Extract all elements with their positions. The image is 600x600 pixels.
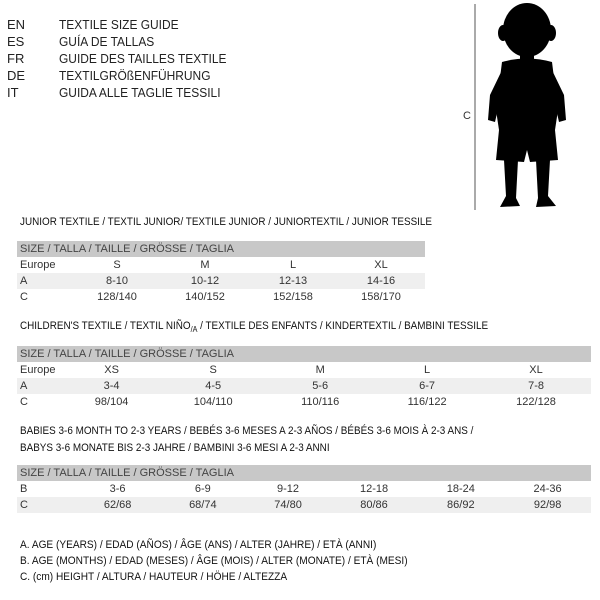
table-cell: M [315, 364, 325, 376]
table-row: Europe XS S M L XL [17, 362, 591, 378]
table-cell: M [200, 259, 210, 271]
language-code: FR [7, 51, 25, 66]
table-cell: 4-5 [159, 378, 268, 394]
table-cell: XS [104, 364, 119, 376]
babies-title-2: BABYS 3-6 MONATE BIS 2-3 JAHRE / BAMBINI… [20, 442, 330, 454]
table-cell: A [17, 378, 64, 394]
table-cell: 104/110 [193, 396, 233, 408]
table-cell: A [17, 273, 73, 289]
table-cell: 14-16 [337, 273, 425, 289]
table-cell: 24-36 [533, 483, 562, 495]
language-row: FR GUIDE DES TAILLES TEXTILE [7, 50, 241, 67]
language-row: IT GUIDA ALLE TAGLIE TESSILI [7, 84, 241, 101]
table-row: A 8-10 10-12 12-13 14-16 [17, 273, 425, 289]
table-cell: C [20, 396, 28, 408]
table-cell: 98/104 [94, 396, 129, 408]
table-cell: 140/152 [185, 291, 225, 303]
table-cell: XL [374, 259, 388, 271]
babies-size-table: SIZE / TALLA / TAILLE / GRÖSSE / TAGLIA B… [17, 465, 591, 513]
table-cell: 74/80 [245, 497, 331, 513]
language-title: TEXTILGRÖßENFÜHRUNG [59, 68, 211, 83]
table-cell: 86/92 [417, 497, 505, 513]
table-cell: 158/170 [361, 291, 401, 303]
size-header-row: SIZE / TALLA / TAILLE / GRÖSSE / TAGLIA [17, 346, 591, 362]
table-cell: 152/158 [273, 291, 313, 303]
table-row: B 3-6 6-9 9-12 12-18 18-24 24-36 [17, 481, 591, 497]
table-cell: S [113, 259, 121, 271]
table-cell: 3-4 [64, 378, 160, 394]
table-cell: 110/116 [301, 396, 340, 408]
table-row: C 98/104 104/110 110/116 116/122 122/128 [17, 394, 591, 410]
size-header-row: SIZE / TALLA / TAILLE / GRÖSSE / TAGLIA [17, 465, 591, 481]
language-code: DE [7, 68, 26, 83]
table-cell: XL [529, 364, 543, 376]
table-cell: 18-24 [446, 483, 475, 495]
children-size-table: SIZE / TALLA / TAILLE / GRÖSSE / TAGLIA E… [17, 346, 591, 410]
table-cell: C [20, 291, 28, 303]
table-cell: Europe [20, 259, 56, 271]
footnote: C. (cm) HEIGHT / ALTURA / HAUTEUR / HÖHE… [20, 571, 288, 583]
table-cell: 6-7 [373, 378, 482, 394]
table-cell: 6-9 [194, 483, 211, 495]
footnotes: A. AGE (YEARS) / EDAD (AÑOS) / ÂGE (ANS)… [20, 537, 408, 585]
table-cell: 5-6 [267, 378, 374, 394]
size-header: SIZE / TALLA / TAILLE / GRÖSSE / TAGLIA [17, 465, 591, 481]
table-cell: 128/140 [97, 291, 137, 303]
table-cell: 122/128 [516, 396, 556, 408]
language-row: ES GUÍA DE TALLAS [7, 33, 241, 50]
table-cell: 62/68 [75, 497, 161, 513]
table-cell: 92/98 [504, 497, 591, 513]
language-code: EN [7, 17, 26, 32]
language-titles: EN TEXTILE SIZE GUIDE ES GUÍA DE TALLAS FR GU… [7, 16, 241, 101]
height-label-c: C [463, 110, 471, 122]
table-cell: 8-10 [73, 273, 161, 289]
table-cell: S [209, 364, 217, 376]
language-code: IT [7, 85, 19, 100]
table-cell: 7-8 [481, 378, 591, 394]
language-title: GUIDA ALLE TAGLIE TESSILI [59, 85, 221, 100]
junior-title: JUNIOR TEXTILE / TEXTIL JUNIOR/ TEXTILE … [20, 216, 433, 228]
children-title: CHILDREN'S TEXTILE / TEXTIL NIÑO/A / TEX… [20, 320, 489, 335]
language-title: GUIDE DES TAILLES TEXTILE [59, 51, 227, 66]
language-row: DE TEXTILGRÖßENFÜHRUNG [7, 67, 241, 84]
table-cell: L [289, 259, 297, 271]
table-cell: Europe [20, 364, 56, 376]
child-silhouette-figure: C [460, 0, 600, 212]
table-cell: B [20, 483, 28, 495]
language-title: GUÍA DE TALLAS [59, 34, 155, 49]
size-header-row: SIZE / TALLA / TAILLE / GRÖSSE / TAGLIA [17, 241, 425, 257]
child-silhouette-icon [488, 3, 566, 207]
footnote: A. AGE (YEARS) / EDAD (AÑOS) / ÂGE (ANS)… [20, 539, 377, 551]
table-row: A 3-4 4-5 5-6 6-7 7-8 [17, 378, 591, 394]
babies-title-1: BABIES 3-6 MONTH TO 2-3 YEARS / BEBÉS 3-… [20, 425, 474, 437]
table-cell: 80/86 [330, 497, 418, 513]
table-row: Europe S M L XL [17, 257, 425, 273]
language-code: ES [7, 34, 25, 49]
table-cell: 116/122 [407, 396, 447, 408]
table-cell: 68/74 [160, 497, 246, 513]
table-cell: 12-13 [249, 273, 337, 289]
junior-size-table: SIZE / TALLA / TAILLE / GRÖSSE / TAGLIA E… [17, 241, 425, 305]
footnote: B. AGE (MONTHS) / EDAD (MESES) / ÂGE (MO… [20, 555, 408, 567]
size-header: SIZE / TALLA / TAILLE / GRÖSSE / TAGLIA [17, 346, 591, 362]
language-title: TEXTILE SIZE GUIDE [59, 17, 179, 32]
table-row: C 128/140 140/152 152/158 158/170 [17, 289, 425, 305]
table-cell: 12-18 [359, 483, 389, 495]
size-header: SIZE / TALLA / TAILLE / GRÖSSE / TAGLIA [17, 241, 425, 257]
table-cell: 3-6 [109, 483, 126, 495]
table-cell: 10-12 [161, 273, 249, 289]
table-row: C 62/68 68/74 74/80 80/86 86/92 92/98 [17, 497, 591, 513]
language-row: EN TEXTILE SIZE GUIDE [7, 16, 241, 33]
table-cell: L [424, 364, 431, 376]
table-cell: 9-12 [277, 483, 300, 495]
table-cell: C [17, 497, 75, 513]
